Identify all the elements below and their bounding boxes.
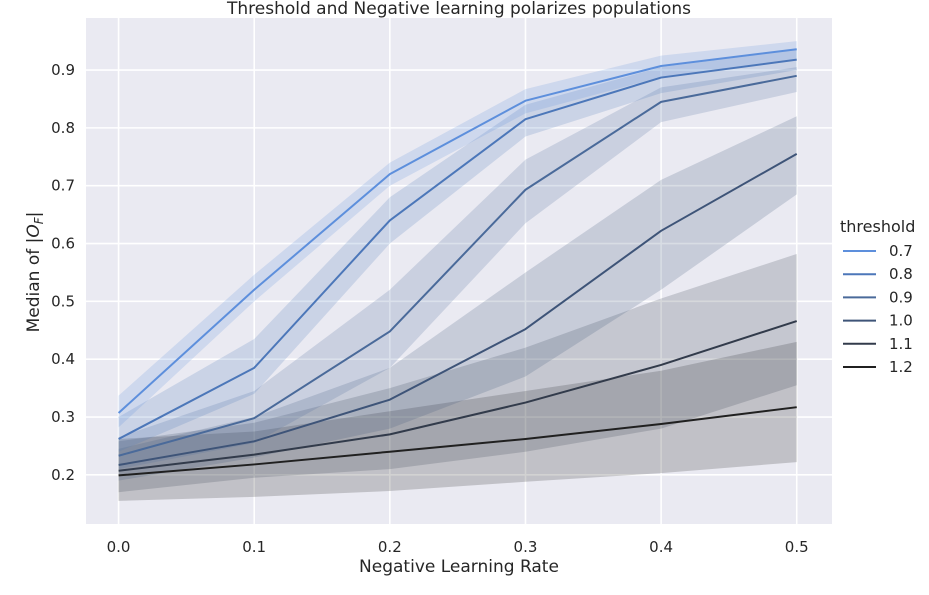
y-axis-label-close: | bbox=[24, 212, 44, 218]
legend-title: threshold bbox=[840, 217, 915, 236]
x-tick-label: 0.3 bbox=[514, 538, 538, 556]
legend-label-0.7: 0.7 bbox=[889, 242, 913, 260]
line-0.9 bbox=[118, 74, 797, 457]
legend-label-1.0: 1.0 bbox=[889, 312, 913, 330]
legend: threshold 0.7 0.8 0.9 1.0 1.1 1.2 bbox=[840, 217, 915, 376]
x-tick-labels: 0.0 0.1 0.2 0.3 0.4 0.5 bbox=[107, 538, 809, 556]
y-tick-label: 0.4 bbox=[51, 350, 75, 368]
x-tick-label: 0.5 bbox=[785, 538, 809, 556]
y-tick-label: 0.5 bbox=[51, 292, 75, 310]
y-tick-label: 0.7 bbox=[51, 177, 75, 195]
legend-label-0.8: 0.8 bbox=[889, 265, 913, 283]
line-1.1 bbox=[118, 320, 798, 472]
band-0.8 bbox=[118, 49, 797, 452]
legend-label-0.9: 0.9 bbox=[889, 288, 913, 306]
y-tick-label: 0.2 bbox=[51, 466, 75, 484]
y-axis-label-subscript: F bbox=[32, 216, 46, 224]
y-axis-label-prefix: Median of | bbox=[24, 238, 44, 333]
band-1.0 bbox=[118, 116, 797, 481]
x-tick-label: 0.4 bbox=[649, 538, 673, 556]
y-tick-label: 0.9 bbox=[51, 61, 75, 79]
x-tick-label: 0.2 bbox=[378, 538, 402, 556]
x-axis-label: Negative Learning Rate bbox=[359, 557, 559, 577]
band-1.1 bbox=[118, 253, 797, 493]
series-lines bbox=[117, 48, 798, 477]
line-0.8 bbox=[118, 58, 797, 440]
legend-label-1.1: 1.1 bbox=[889, 335, 913, 353]
y-tick-label: 0.3 bbox=[51, 408, 75, 426]
y-tick-labels: 0.2 0.3 0.4 0.5 0.6 0.7 0.8 0.9 bbox=[51, 61, 75, 484]
y-axis-label-symbol: O bbox=[24, 224, 44, 237]
line-1.2 bbox=[118, 406, 797, 477]
chart-title: Threshold and Negative learning polarize… bbox=[226, 0, 691, 19]
line-0.7 bbox=[117, 48, 797, 414]
x-tick-label: 0.1 bbox=[242, 538, 266, 556]
line-1.0 bbox=[118, 153, 798, 466]
y-tick-label: 0.8 bbox=[51, 119, 75, 137]
x-tick-label: 0.0 bbox=[107, 538, 131, 556]
plot-background bbox=[86, 18, 832, 524]
y-axis-label: Median of |OF| bbox=[24, 212, 46, 333]
legend-label-1.2: 1.2 bbox=[889, 358, 913, 376]
y-tick-label: 0.6 bbox=[51, 235, 75, 253]
band-0.9 bbox=[118, 67, 797, 470]
grid bbox=[86, 18, 832, 524]
